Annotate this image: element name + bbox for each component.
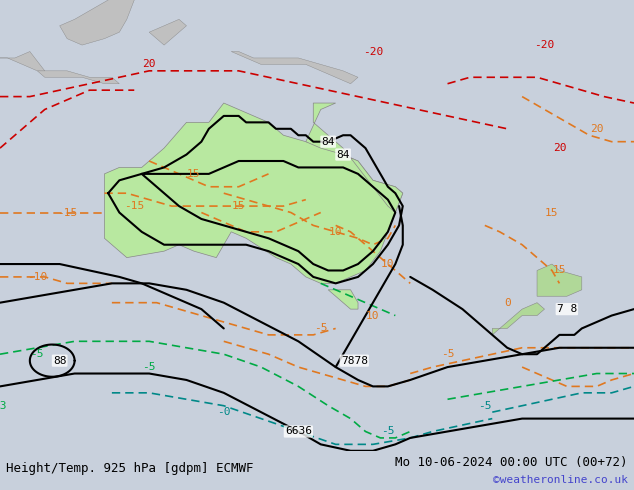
Text: 15: 15 <box>553 266 566 275</box>
Text: 84: 84 <box>321 137 335 147</box>
Text: -15: -15 <box>124 201 145 211</box>
Text: -5: -5 <box>30 349 44 359</box>
Polygon shape <box>537 264 582 296</box>
Text: 10: 10 <box>329 227 342 237</box>
Polygon shape <box>60 0 134 45</box>
Text: -5: -5 <box>143 362 156 372</box>
Text: -10: -10 <box>27 272 48 282</box>
Text: 84: 84 <box>337 149 350 160</box>
Text: -5: -5 <box>314 323 328 333</box>
Text: Height/Temp. 925 hPa [gdpm] ECMWF: Height/Temp. 925 hPa [gdpm] ECMWF <box>6 462 254 475</box>
Text: -3: -3 <box>0 401 7 411</box>
Text: 10: 10 <box>381 259 394 269</box>
Text: -5: -5 <box>478 401 491 411</box>
Text: -0: -0 <box>217 407 231 417</box>
Text: -5: -5 <box>441 349 455 359</box>
Text: Mo 10-06-2024 00:00 UTC (00+72): Mo 10-06-2024 00:00 UTC (00+72) <box>395 456 628 469</box>
Text: 20: 20 <box>590 124 604 134</box>
Text: 15: 15 <box>232 201 245 211</box>
Text: ©weatheronline.co.uk: ©weatheronline.co.uk <box>493 475 628 485</box>
Polygon shape <box>231 51 358 84</box>
Text: 88: 88 <box>53 356 67 366</box>
Polygon shape <box>492 303 545 335</box>
Text: -5: -5 <box>381 426 394 437</box>
Polygon shape <box>0 51 45 71</box>
Text: 7878: 7878 <box>341 356 368 366</box>
Text: 7 8: 7 8 <box>557 304 577 314</box>
Polygon shape <box>37 71 119 84</box>
Text: 10: 10 <box>366 311 380 320</box>
Polygon shape <box>105 103 403 283</box>
Polygon shape <box>149 19 186 45</box>
Text: -20: -20 <box>534 40 555 50</box>
Text: 15: 15 <box>545 208 559 218</box>
Text: -20: -20 <box>363 47 383 56</box>
Text: 15: 15 <box>187 169 201 179</box>
Polygon shape <box>328 290 358 309</box>
Polygon shape <box>306 103 403 213</box>
Text: 0: 0 <box>504 298 510 308</box>
Text: 20: 20 <box>553 143 566 153</box>
Text: 20: 20 <box>143 59 156 70</box>
Text: 6636: 6636 <box>285 426 312 437</box>
Text: -15: -15 <box>57 208 77 218</box>
